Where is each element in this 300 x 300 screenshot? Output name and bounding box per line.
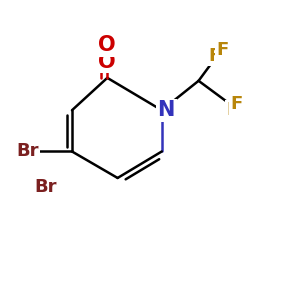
Text: O: O xyxy=(98,35,116,56)
Text: F: F xyxy=(216,41,228,59)
Text: Br: Br xyxy=(16,142,38,160)
Text: Br: Br xyxy=(34,178,57,196)
Text: N: N xyxy=(158,100,175,120)
Text: O: O xyxy=(98,52,116,72)
Text: N: N xyxy=(158,100,175,120)
Text: F: F xyxy=(226,101,238,119)
Text: F: F xyxy=(209,47,221,65)
Text: F: F xyxy=(231,95,243,113)
